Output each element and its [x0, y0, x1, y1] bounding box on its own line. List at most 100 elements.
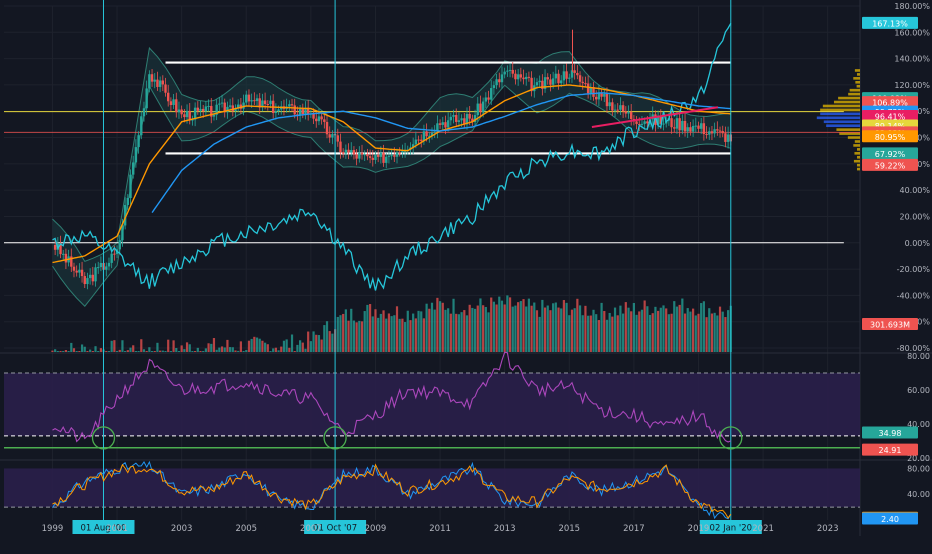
- candle-body: [460, 118, 463, 121]
- candle-body: [562, 71, 566, 81]
- candle-body: [191, 119, 194, 121]
- volume-bar: [148, 347, 151, 352]
- candle-body: [220, 102, 224, 104]
- candle-body: [535, 82, 539, 86]
- time-axis-tick: 2019: [688, 524, 710, 534]
- candle-body: [643, 121, 646, 124]
- time-axis-tick: 2007: [300, 524, 322, 534]
- volume-bar: [75, 351, 78, 352]
- volume-bar: [317, 335, 321, 352]
- volume-bar: [387, 313, 391, 352]
- candle-body: [175, 99, 178, 113]
- candle-body: [301, 108, 304, 115]
- volume-bar: [670, 313, 673, 352]
- volume-bar: [59, 351, 62, 352]
- time-axis-tick: 2009: [365, 524, 387, 534]
- volume-bar: [64, 349, 68, 352]
- volume-bar: [320, 339, 323, 352]
- candle-body: [441, 122, 444, 125]
- candle-body: [444, 122, 447, 128]
- volume-bar: [557, 307, 560, 352]
- volume-profile-bar: [833, 100, 860, 104]
- volume-bar: [681, 298, 684, 352]
- volume-profile-bar: [853, 144, 860, 147]
- candle-body: [581, 81, 584, 84]
- price-axis-tick: 20.00%: [899, 212, 930, 221]
- volume-profile-bar: [853, 159, 860, 163]
- volume-bar: [199, 351, 202, 352]
- time-axis-tick: 2001: [106, 524, 128, 534]
- candle-body: [234, 108, 237, 111]
- candle-body: [210, 105, 213, 117]
- volume-bar: [185, 342, 189, 352]
- volume-bar: [552, 303, 555, 352]
- volume-bar: [708, 308, 711, 352]
- volume-bar: [272, 348, 275, 352]
- volume-bar: [457, 314, 461, 352]
- volume-bar: [121, 340, 124, 352]
- time-axis-tick: 2011: [429, 524, 451, 534]
- candle-body: [511, 69, 514, 74]
- volume-bar: [239, 341, 242, 352]
- candle-body: [374, 154, 377, 160]
- candle-body: [629, 111, 633, 120]
- volume-bar: [417, 310, 420, 352]
- candle-body: [726, 134, 730, 142]
- candle-body: [382, 152, 385, 163]
- stoch-axis-tick: 40.00: [907, 490, 930, 499]
- volume-profile-bar: [839, 132, 860, 135]
- rsi-axis-tick: 20.00: [907, 454, 930, 463]
- rsi-highlight-circle: [91, 426, 116, 450]
- volume-bar: [436, 297, 439, 352]
- candle-body: [490, 88, 493, 100]
- volume-bar: [479, 298, 482, 352]
- candle-body: [718, 130, 722, 132]
- candle-body: [433, 131, 436, 133]
- volume-bar: [603, 311, 606, 352]
- volume-profile-bar: [854, 152, 860, 155]
- candle-body: [293, 105, 296, 115]
- candle-body: [223, 102, 226, 113]
- volume-profile-bar: [820, 108, 860, 112]
- time-axis-tick: 2005: [235, 524, 257, 534]
- volume-bar: [508, 297, 512, 352]
- candle-body: [541, 80, 544, 89]
- volume-bar: [482, 305, 485, 352]
- candle-body: [411, 144, 415, 148]
- candle-body: [403, 150, 407, 152]
- candle-body: [199, 108, 202, 111]
- volume-bar: [301, 342, 304, 352]
- candle-body: [366, 154, 369, 157]
- volume-bar: [718, 306, 722, 352]
- volume-bar: [309, 341, 312, 352]
- volume-bar: [654, 306, 657, 352]
- candle-body: [288, 104, 291, 107]
- price-axis-tick: 140.00%: [894, 55, 930, 64]
- volume-bar: [350, 308, 353, 352]
- candle-body: [710, 131, 714, 134]
- candle-body: [716, 129, 719, 131]
- volume-bar: [659, 307, 662, 352]
- candle-body: [492, 85, 496, 89]
- candle-body: [554, 73, 558, 79]
- stoch-value-label-bg: [862, 512, 918, 525]
- volume-bar: [288, 347, 291, 352]
- volume-bar: [91, 351, 94, 352]
- candle-body: [708, 131, 711, 135]
- candle-body: [336, 135, 339, 142]
- candle-body: [393, 155, 396, 157]
- price-axis-tick: 160.00%: [894, 28, 930, 37]
- candle-body: [549, 79, 552, 85]
- candle-body: [689, 127, 692, 132]
- volume-bar: [164, 351, 167, 352]
- volume-bar: [619, 305, 622, 352]
- volume-bar: [506, 295, 509, 352]
- price-axis-tick: 120.00%: [894, 81, 930, 90]
- volume-bar: [565, 302, 568, 352]
- candle-body: [80, 269, 84, 277]
- candle-body: [506, 70, 509, 72]
- price-axis-tick: 40.00%: [899, 186, 930, 195]
- candle-body: [495, 79, 498, 86]
- candle-body: [390, 155, 393, 157]
